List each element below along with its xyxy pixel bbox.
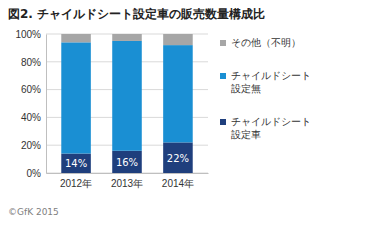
- tick-label: 40%: [21, 112, 41, 123]
- chart: 図2. チャイルドシート設定車の販売数量構成比 0% 20% 40% 60% 80% 100…: [0, 0, 384, 225]
- series: [61, 41, 192, 154]
- tick-label: 2012年: [60, 178, 92, 189]
- bar: [61, 34, 91, 42]
- axis-line: [46, 35, 47, 174]
- series: [61, 34, 192, 45]
- tick-label: 0%: [27, 168, 42, 179]
- legend-label: チャイルドシート設定無: [231, 70, 311, 94]
- data-labels: 14% 16% 22%: [65, 153, 189, 170]
- bar: [112, 41, 142, 151]
- tick: 100%: [15, 29, 46, 40]
- legend-swatch: [220, 119, 226, 125]
- tick-label: 100%: [15, 29, 41, 40]
- tick: 2013年: [111, 173, 143, 189]
- legend-label: チャイルドシート設定車: [231, 116, 311, 140]
- bar: [112, 151, 142, 173]
- tick: 80%: [21, 57, 46, 68]
- bar: [163, 45, 193, 142]
- tick-label: 80%: [21, 57, 41, 68]
- data-label: 22%: [167, 153, 189, 164]
- legend-label: その他（不明）: [231, 37, 301, 48]
- legend-swatch: [220, 73, 226, 79]
- axis-line: [47, 173, 209, 174]
- bar: [163, 34, 193, 45]
- tick-label: 2014年: [162, 178, 194, 189]
- x-axis: 2012年 2013年 2014年: [47, 173, 209, 189]
- data-label: 14%: [65, 158, 87, 169]
- tick-label: 60%: [21, 84, 41, 95]
- tick-label: 20%: [21, 140, 41, 151]
- legend-item: その他（不明）: [220, 37, 301, 48]
- legend-item: チャイルドシート設定無: [220, 70, 311, 94]
- bar: [61, 42, 91, 153]
- y-axis: 0% 20% 40% 60% 80% 100%: [15, 29, 46, 179]
- tick-label: 2013年: [111, 178, 143, 189]
- legend-swatch: [220, 40, 226, 46]
- data-label: 16%: [116, 157, 138, 168]
- legend: その他（不明） チャイルドシート設定無チャイルドシート設定車: [220, 37, 311, 140]
- tick: 2012年: [60, 173, 92, 189]
- bar: [112, 34, 142, 41]
- bars: [61, 34, 192, 173]
- plot: 0% 20% 40% 60% 80% 100% 2012年 2013年 2014年 14% 16% 2…: [15, 29, 208, 189]
- annotation: ©GfK 2015: [8, 207, 59, 217]
- title: 図2. チャイルドシート設定車の販売数量構成比: [8, 7, 265, 21]
- bar: [163, 142, 193, 173]
- tick: 40%: [21, 112, 46, 123]
- tick: 0%: [27, 168, 46, 179]
- legend-item: チャイルドシート設定車: [220, 116, 311, 140]
- tick: 20%: [21, 140, 46, 151]
- bar: [61, 154, 91, 173]
- tick: 2014年: [162, 173, 194, 189]
- tick: 60%: [21, 84, 46, 95]
- grid: [46, 34, 208, 173]
